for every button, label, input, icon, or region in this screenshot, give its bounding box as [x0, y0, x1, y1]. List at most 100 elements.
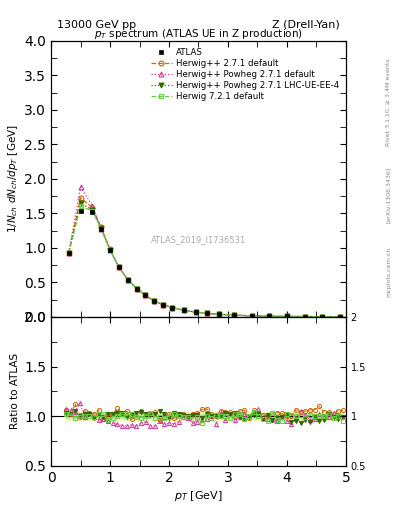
- Herwig++ 2.7.1 default: [193, 309, 198, 315]
- Herwig++ Powheg 2.7.1 LHC-UE-EE-4: [302, 313, 307, 319]
- Herwig++ Powheg 2.7.1 LHC-UE-EE-4: [249, 313, 254, 319]
- Y-axis label: $1/N_{ch}$ $dN_{ch}/dp_T$ [GeV]: $1/N_{ch}$ $dN_{ch}/dp_T$ [GeV]: [6, 124, 20, 233]
- Herwig 7.2.1 default: [193, 309, 198, 315]
- Herwig++ Powheg 2.7.1 default: [320, 314, 325, 320]
- Text: mcplots.cern.ch: mcplots.cern.ch: [386, 246, 391, 296]
- Text: ATLAS_2019_I1736531: ATLAS_2019_I1736531: [151, 235, 246, 244]
- Herwig 7.2.1 default: [90, 208, 95, 214]
- Herwig++ Powheg 2.7.1 LHC-UE-EE-4: [143, 292, 148, 298]
- Herwig++ 2.7.1 default: [66, 250, 71, 256]
- Herwig 7.2.1 default: [249, 313, 254, 319]
- Herwig++ Powheg 2.7.1 default: [231, 312, 236, 318]
- Herwig++ Powheg 2.7.1 LHC-UE-EE-4: [193, 309, 198, 315]
- ATLAS: [117, 264, 121, 270]
- Herwig 7.2.1 default: [170, 305, 174, 311]
- ATLAS: [152, 298, 156, 304]
- Herwig 7.2.1 default: [143, 292, 148, 298]
- Herwig++ Powheg 2.7.1 default: [170, 305, 174, 311]
- ATLAS: [193, 309, 198, 315]
- ATLAS: [205, 310, 210, 316]
- Herwig++ Powheg 2.7.1 LHC-UE-EE-4: [338, 314, 342, 320]
- Line: Herwig++ Powheg 2.7.1 LHC-UE-EE-4: Herwig++ Powheg 2.7.1 LHC-UE-EE-4: [66, 201, 342, 319]
- Text: [arXiv:1306.3436]: [arXiv:1306.3436]: [386, 166, 391, 223]
- Herwig++ Powheg 2.7.1 LHC-UE-EE-4: [108, 247, 112, 253]
- Herwig++ Powheg 2.7.1 LHC-UE-EE-4: [170, 305, 174, 311]
- Herwig++ Powheg 2.7.1 default: [134, 286, 139, 292]
- Herwig++ 2.7.1 default: [134, 286, 139, 292]
- Herwig++ 2.7.1 default: [320, 314, 325, 320]
- Herwig++ Powheg 2.7.1 LHC-UE-EE-4: [117, 264, 121, 270]
- Herwig++ Powheg 2.7.1 default: [143, 292, 148, 298]
- Herwig 7.2.1 default: [217, 311, 222, 317]
- Herwig++ 2.7.1 default: [161, 302, 165, 308]
- Herwig++ 2.7.1 default: [125, 276, 130, 283]
- Text: 13000 GeV pp: 13000 GeV pp: [57, 20, 136, 30]
- Herwig++ Powheg 2.7.1 LHC-UE-EE-4: [217, 311, 222, 317]
- Herwig++ 2.7.1 default: [170, 305, 174, 311]
- ATLAS: [267, 313, 272, 319]
- Herwig++ Powheg 2.7.1 LHC-UE-EE-4: [267, 313, 272, 319]
- Herwig++ 2.7.1 default: [285, 313, 289, 319]
- Text: Rivet 3.1.10, ≥ 3.4M events: Rivet 3.1.10, ≥ 3.4M events: [386, 58, 391, 146]
- Herwig++ Powheg 2.7.1 LHC-UE-EE-4: [161, 302, 165, 308]
- Herwig++ Powheg 2.7.1 default: [161, 302, 165, 308]
- Herwig++ 2.7.1 default: [267, 313, 272, 319]
- Herwig++ Powheg 2.7.1 default: [90, 203, 95, 209]
- Line: Herwig++ Powheg 2.7.1 default: Herwig++ Powheg 2.7.1 default: [66, 185, 342, 319]
- ATLAS: [338, 314, 342, 320]
- Herwig++ 2.7.1 default: [217, 311, 222, 317]
- ATLAS: [78, 207, 83, 214]
- Herwig++ Powheg 2.7.1 default: [182, 307, 186, 313]
- Herwig 7.2.1 default: [285, 313, 289, 319]
- Herwig++ Powheg 2.7.1 LHC-UE-EE-4: [182, 307, 186, 313]
- Y-axis label: Ratio to ATLAS: Ratio to ATLAS: [10, 353, 20, 430]
- Herwig++ 2.7.1 default: [338, 314, 342, 320]
- Herwig++ Powheg 2.7.1 LHC-UE-EE-4: [205, 310, 210, 316]
- Herwig++ 2.7.1 default: [182, 307, 186, 313]
- Herwig 7.2.1 default: [117, 264, 121, 270]
- Herwig 7.2.1 default: [108, 247, 112, 253]
- Herwig++ Powheg 2.7.1 LHC-UE-EE-4: [125, 276, 130, 283]
- Herwig++ Powheg 2.7.1 default: [117, 264, 121, 270]
- Herwig 7.2.1 default: [161, 302, 165, 308]
- Herwig++ Powheg 2.7.1 LHC-UE-EE-4: [99, 225, 104, 231]
- Herwig 7.2.1 default: [125, 276, 130, 283]
- Title: $p_T$ spectrum (ATLAS UE in Z production): $p_T$ spectrum (ATLAS UE in Z production…: [94, 27, 303, 41]
- ATLAS: [90, 209, 95, 215]
- ATLAS: [66, 250, 71, 256]
- Herwig 7.2.1 default: [320, 314, 325, 320]
- ATLAS: [170, 305, 174, 311]
- Herwig++ Powheg 2.7.1 default: [267, 313, 272, 319]
- Herwig++ 2.7.1 default: [78, 195, 83, 201]
- Herwig++ Powheg 2.7.1 default: [125, 276, 130, 283]
- Line: Herwig++ 2.7.1 default: Herwig++ 2.7.1 default: [66, 196, 342, 319]
- Herwig 7.2.1 default: [205, 310, 210, 316]
- Herwig++ Powheg 2.7.1 default: [338, 314, 342, 320]
- ATLAS: [161, 302, 165, 308]
- Herwig++ 2.7.1 default: [205, 310, 210, 316]
- Herwig++ Powheg 2.7.1 LHC-UE-EE-4: [320, 314, 325, 320]
- Herwig++ Powheg 2.7.1 default: [205, 310, 210, 316]
- Herwig 7.2.1 default: [152, 298, 156, 304]
- ATLAS: [249, 313, 254, 319]
- X-axis label: $p_T$ [GeV]: $p_T$ [GeV]: [174, 489, 223, 503]
- ATLAS: [125, 276, 130, 283]
- Herwig++ Powheg 2.7.1 LHC-UE-EE-4: [285, 313, 289, 319]
- ATLAS: [285, 313, 289, 319]
- ATLAS: [320, 314, 325, 320]
- Line: ATLAS: ATLAS: [66, 208, 342, 319]
- Herwig++ 2.7.1 default: [117, 264, 121, 270]
- Legend: ATLAS, Herwig++ 2.7.1 default, Herwig++ Powheg 2.7.1 default, Herwig++ Powheg 2.: ATLAS, Herwig++ 2.7.1 default, Herwig++ …: [148, 45, 342, 104]
- Herwig++ Powheg 2.7.1 LHC-UE-EE-4: [134, 286, 139, 292]
- Herwig 7.2.1 default: [338, 314, 342, 320]
- Herwig++ Powheg 2.7.1 default: [302, 313, 307, 319]
- ATLAS: [143, 292, 148, 298]
- Herwig++ 2.7.1 default: [143, 292, 148, 298]
- Herwig++ 2.7.1 default: [231, 312, 236, 318]
- Text: Z (Drell-Yan): Z (Drell-Yan): [272, 20, 340, 30]
- Herwig 7.2.1 default: [267, 313, 272, 319]
- Herwig++ 2.7.1 default: [99, 224, 104, 230]
- Herwig++ Powheg 2.7.1 LHC-UE-EE-4: [78, 200, 83, 206]
- Herwig++ Powheg 2.7.1 default: [99, 226, 104, 232]
- ATLAS: [182, 307, 186, 313]
